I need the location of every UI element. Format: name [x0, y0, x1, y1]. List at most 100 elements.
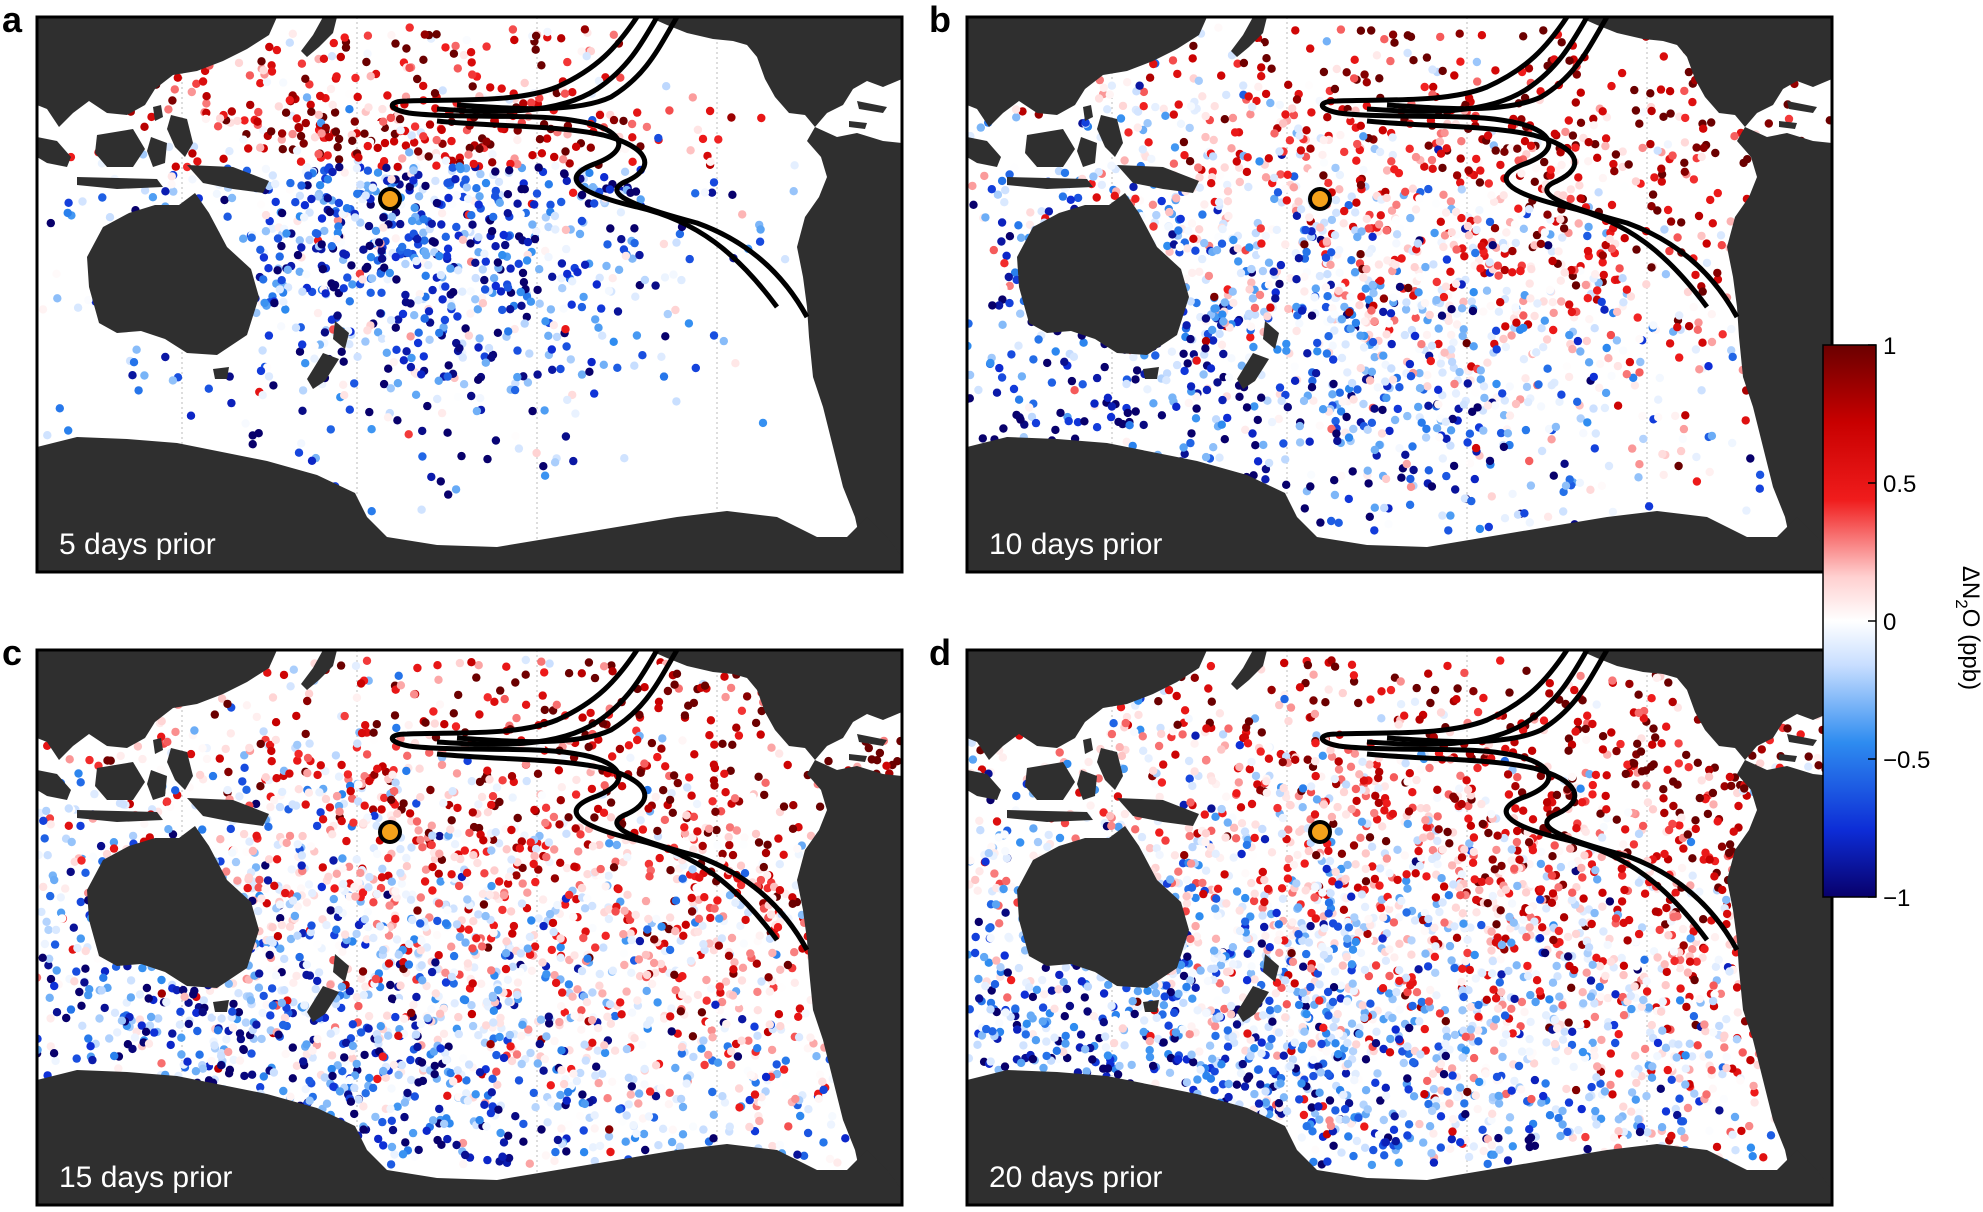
- trajectory-point: [458, 1138, 468, 1148]
- trajectory-point: [1169, 110, 1178, 119]
- trajectory-point: [358, 275, 367, 284]
- trajectory-point: [616, 73, 625, 82]
- trajectory-point: [334, 155, 344, 164]
- trajectory-point: [317, 129, 326, 138]
- trajectory-point: [825, 1154, 835, 1164]
- trajectory-point: [1187, 429, 1196, 438]
- trajectory-point: [424, 307, 434, 316]
- trajectory-point: [635, 936, 645, 946]
- trajectory-point: [1427, 155, 1437, 165]
- trajectory-point: [462, 183, 472, 192]
- trajectory-point: [405, 23, 414, 32]
- trajectory-point: [1472, 154, 1481, 164]
- trajectory-point: [1410, 263, 1419, 272]
- trajectory-point: [1356, 121, 1365, 130]
- trajectory-point: [686, 146, 695, 155]
- trajectory-point: [64, 821, 73, 830]
- trajectory-point: [338, 1067, 347, 1076]
- trajectory-point: [63, 208, 72, 218]
- trajectory-point: [186, 749, 196, 759]
- trajectory-point: [1217, 420, 1226, 429]
- trajectory-point: [363, 326, 372, 335]
- trajectory-point: [443, 178, 452, 188]
- trajectory-point: [1657, 164, 1666, 173]
- trajectory-point: [1395, 282, 1405, 292]
- trajectory-point: [1078, 380, 1087, 389]
- trajectory-point: [1432, 295, 1441, 305]
- trajectory-point: [317, 214, 327, 223]
- trajectory-point: [1247, 264, 1256, 274]
- trajectory-point: [432, 161, 441, 170]
- trajectory-point: [267, 127, 276, 136]
- trajectory-point: [1362, 264, 1371, 274]
- trajectory-point: [378, 1117, 387, 1127]
- trajectory-point: [305, 235, 314, 245]
- trajectory-point: [1404, 283, 1413, 293]
- trajectory-point: [1586, 485, 1595, 494]
- trajectory-point: [1727, 324, 1736, 334]
- trajectory-point: [1173, 69, 1182, 79]
- trajectory-point: [1471, 248, 1480, 258]
- trajectory-point: [1500, 147, 1509, 156]
- trajectory-point: [373, 143, 382, 153]
- trajectory-point: [175, 1020, 185, 1029]
- trajectory-point: [489, 274, 499, 283]
- trajectory-point: [576, 1068, 585, 1078]
- trajectory-point: [1411, 313, 1420, 322]
- trajectory-point: [402, 766, 411, 776]
- trajectory-point: [1364, 479, 1373, 488]
- trajectory-point: [1168, 393, 1177, 402]
- trajectory-point: [796, 1111, 805, 1121]
- trajectory-point: [1638, 411, 1647, 421]
- trajectory-point: [215, 208, 225, 218]
- trajectory-point: [1507, 331, 1516, 340]
- trajectory-point: [732, 723, 741, 732]
- trajectory-point: [252, 831, 261, 840]
- trajectory-point: [389, 358, 398, 367]
- trajectory-point: [447, 136, 456, 146]
- trajectory-point: [422, 250, 431, 260]
- trajectory-point: [326, 84, 336, 94]
- trajectory-point: [768, 1141, 777, 1151]
- trajectory-point: [1239, 81, 1248, 90]
- trajectory-point: [1220, 115, 1229, 124]
- trajectory-point: [544, 180, 553, 189]
- trajectory-point: [1255, 157, 1264, 166]
- trajectory-point: [627, 119, 637, 129]
- trajectory-point: [1220, 435, 1229, 444]
- trajectory-point: [1436, 149, 1446, 158]
- trajectory-point: [451, 485, 461, 494]
- trajectory-point: [437, 220, 446, 229]
- trajectory-point: [1468, 306, 1478, 316]
- trajectory-point: [420, 877, 430, 886]
- trajectory-point: [285, 185, 295, 194]
- trajectory-point: [383, 91, 392, 100]
- trajectory-point: [1330, 231, 1340, 240]
- trajectory-point: [128, 371, 137, 380]
- trajectory-point: [1475, 524, 1485, 534]
- trajectory-point: [273, 234, 283, 243]
- trajectory-point: [396, 126, 405, 135]
- trajectory-point: [1699, 143, 1708, 153]
- trajectory-point: [554, 766, 564, 775]
- trajectory-point: [662, 82, 671, 91]
- trajectory-point: [170, 85, 179, 94]
- trajectory-point: [1164, 222, 1173, 231]
- trajectory-point: [1297, 306, 1307, 315]
- trajectory-point: [1290, 376, 1300, 385]
- trajectory-point: [605, 905, 614, 914]
- trajectory-point: [1257, 239, 1266, 248]
- trajectory-point: [687, 893, 696, 903]
- trajectory-point: [1131, 375, 1140, 384]
- trajectory-point: [343, 273, 352, 282]
- trajectory-point: [1330, 84, 1340, 94]
- trajectory-point: [1120, 156, 1129, 165]
- trajectory-point: [680, 711, 690, 720]
- trajectory-point: [557, 1124, 566, 1133]
- trajectory-point: [1438, 454, 1447, 463]
- trajectory-point: [1180, 151, 1189, 160]
- trajectory-point: [444, 361, 453, 370]
- trajectory-point: [1307, 383, 1317, 392]
- trajectory-point: [1218, 224, 1227, 234]
- trajectory-point: [525, 349, 534, 358]
